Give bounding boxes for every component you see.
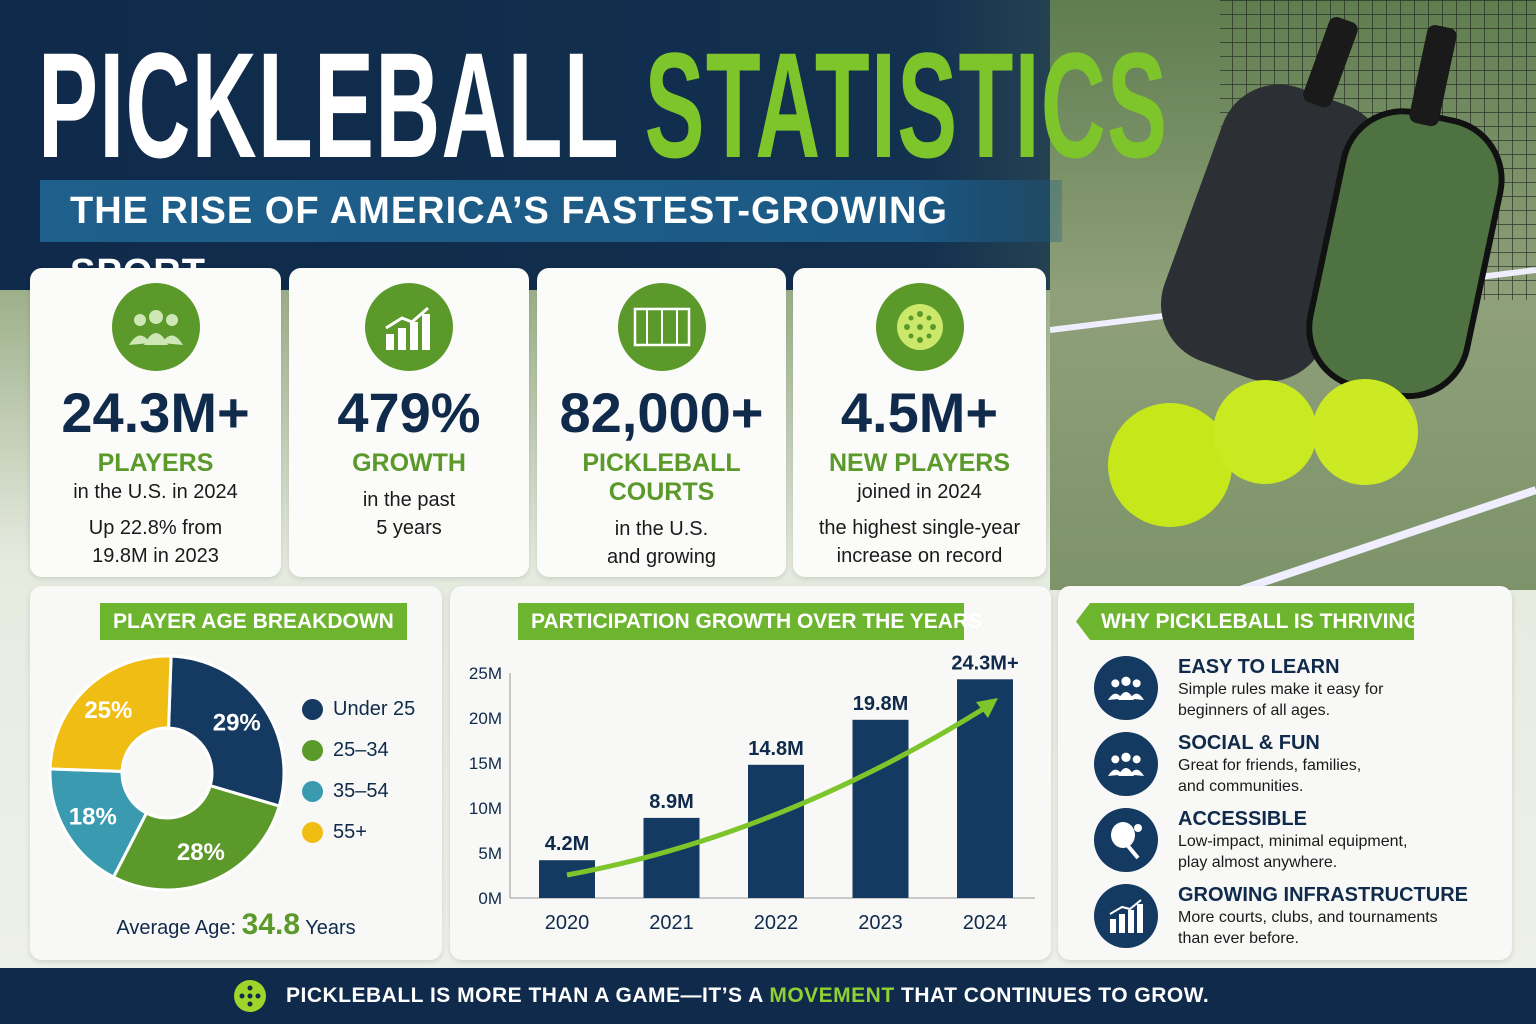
why-panel: WHY PICKLEBALL IS THRIVING EASY TO LEARN… <box>1058 586 1512 960</box>
footer-text: PICKLEBALL IS MORE THAN A GAME—IT’S A MO… <box>286 984 1210 1007</box>
page-title: PICKLEBALL STATISTICS <box>38 21 1169 189</box>
growth-panel: PARTICIPATION GROWTH OVER THE YEARS 0M 5M… <box>450 586 1051 960</box>
why-item: GROWING INFRASTRUCTURE More courts, clubs… <box>1094 884 1468 949</box>
legend-item: 25–34 <box>302 739 389 762</box>
trend-arrow-head <box>976 698 998 718</box>
growth-bar-chart: 0M 5M 10M 15M 20M 25M 4.2M 2020 8.9M 2021 14.8M 202… <box>469 652 1035 934</box>
paddle-icon <box>1094 808 1158 872</box>
y-tick-label: 10M <box>469 799 502 818</box>
footer-banner: PICKLEBALL IS MORE THAN A GAME—IT’S A MO… <box>0 968 1536 1024</box>
donut-slice <box>48 654 173 773</box>
x-tick-label: 2022 <box>754 912 799 934</box>
x-tick-label: 2021 <box>649 912 694 934</box>
people-icon <box>1094 732 1158 796</box>
legend-swatch <box>302 699 323 720</box>
slice-label: 28% <box>177 839 225 866</box>
y-tick-label: 15M <box>469 754 502 773</box>
slice-label: 18% <box>69 804 117 831</box>
bar-value-label: 4.2M <box>545 833 589 855</box>
y-tick-label: 0M <box>478 889 502 908</box>
slice-label: 29% <box>213 710 261 737</box>
growth-title: PARTICIPATION GROWTH OVER THE YEARS <box>518 603 982 640</box>
paddles-photo <box>1050 0 1536 590</box>
x-tick-label: 2024 <box>963 912 1008 934</box>
people-icon <box>111 283 200 371</box>
donut-slice <box>48 767 149 880</box>
donut-slice <box>167 654 286 808</box>
bar-value-label: 19.8M <box>853 693 909 715</box>
trend-arrow <box>566 703 990 878</box>
x-tick-label: 2023 <box>858 912 903 934</box>
slice-label: 25% <box>84 697 132 724</box>
stat-card-players: 24.3M+ PLAYERS in the U.S. in 2024 Up 22… <box>30 268 281 577</box>
bar <box>852 719 909 898</box>
subtitle-banner: THE RISE OF AMERICA’S FASTEST-GROWING SP… <box>40 180 1062 294</box>
bar <box>957 679 1013 898</box>
legend-swatch <box>302 740 323 761</box>
why-item: EASY TO LEARN Simple rules make it easy f… <box>1094 656 1383 721</box>
legend-swatch <box>302 781 323 802</box>
why-item: ACCESSIBLE Low-impact, minimal equipment,… <box>1094 808 1407 873</box>
legend-item: 35–54 <box>302 780 389 803</box>
growth-chart-icon <box>1094 884 1158 948</box>
why-title: WHY PICKLEBALL IS THRIVING <box>1076 603 1414 640</box>
growth-chart-icon <box>365 283 453 371</box>
bar-value-label: 8.9M <box>649 791 693 813</box>
age-breakdown-panel: PLAYER AGE BREAKDOWN 29% 28% 18% 25% Under … <box>30 586 442 960</box>
stat-card-courts: 82,000+ PICKLEBALL COURTS in the U.S. an… <box>537 268 786 577</box>
bar-value-label: 14.8M <box>748 738 804 760</box>
bar-value-label: 24.3M+ <box>951 652 1018 674</box>
age-breakdown-title: PLAYER AGE BREAKDOWN <box>100 603 407 640</box>
x-tick-label: 2020 <box>545 912 590 934</box>
people-icon <box>1094 656 1158 720</box>
donut-slice <box>111 783 282 892</box>
pickleball-icon <box>875 283 964 371</box>
bar <box>539 860 595 898</box>
legend-item: Under 25 <box>302 698 415 721</box>
why-item: SOCIAL & FUN Great for friends, families,… <box>1094 732 1361 797</box>
y-tick-label: 5M <box>478 844 502 863</box>
age-donut-chart: 29% 28% 18% 25% <box>48 654 286 892</box>
pickleball-icon <box>234 980 266 1012</box>
legend-swatch <box>302 822 323 843</box>
average-age: Average Age: 34.8 Years <box>116 908 356 941</box>
legend-item: 55+ <box>302 821 367 844</box>
y-tick-label: 20M <box>469 709 502 728</box>
y-tick-label: 25M <box>469 664 502 683</box>
bar <box>748 764 804 898</box>
stat-card-new-players: 4.5M+ NEW PLAYERS joined in 2024 the hig… <box>793 268 1046 577</box>
court-icon <box>617 283 706 371</box>
stat-card-growth: 479% GROWTH in the past 5 years <box>289 268 529 577</box>
